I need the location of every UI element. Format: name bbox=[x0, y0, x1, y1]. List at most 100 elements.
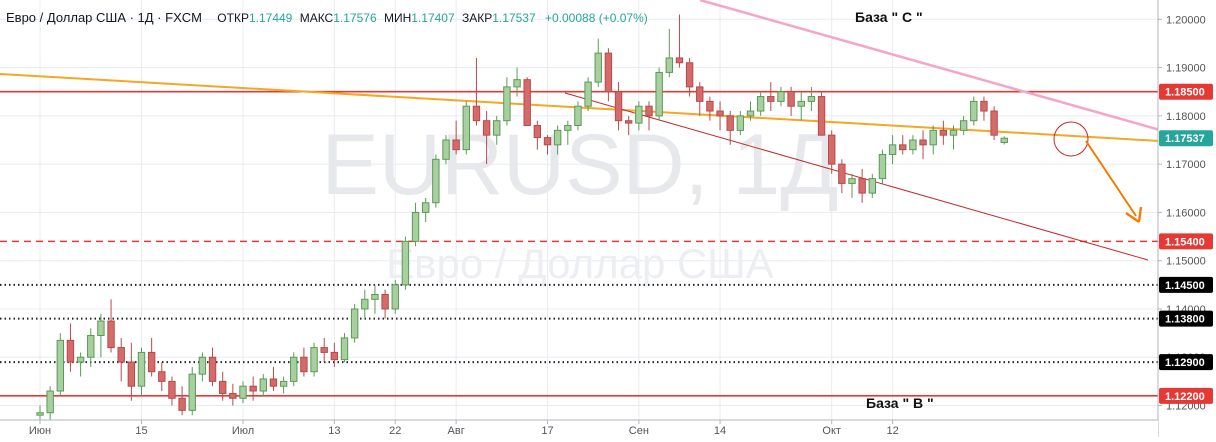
base-c-label[interactable]: База " С " bbox=[855, 9, 923, 25]
candle-23[interactable] bbox=[269, 366, 278, 392]
candle-85[interactable] bbox=[899, 135, 907, 155]
candle-83[interactable] bbox=[878, 149, 887, 184]
candle-52[interactable] bbox=[564, 120, 572, 145]
time-axis[interactable]: Июн 15 Июл 13 22 Авг 17 Сен 14 Окт 12 bbox=[0, 419, 1158, 437]
candle-77[interactable] bbox=[817, 91, 826, 136]
candle-82[interactable] bbox=[868, 173, 876, 198]
candle-1[interactable] bbox=[46, 386, 54, 420]
candle-49[interactable] bbox=[533, 120, 542, 150]
candle-78[interactable] bbox=[828, 130, 836, 174]
candle-38[interactable] bbox=[422, 197, 430, 223]
candle-7[interactable] bbox=[107, 299, 115, 353]
candle-71[interactable] bbox=[756, 91, 765, 116]
pink-trend-line[interactable] bbox=[699, 0, 1161, 132]
price-axis[interactable]: 1.20000 1.19000 1.18000 1.17000 1.16000 1.150… bbox=[1157, 0, 1216, 437]
candle-2[interactable] bbox=[56, 333, 64, 396]
candle-59[interactable] bbox=[635, 101, 643, 131]
candle-41[interactable] bbox=[452, 120, 460, 155]
candle-87[interactable] bbox=[919, 130, 927, 160]
candle-90[interactable] bbox=[949, 125, 958, 150]
candle-9[interactable] bbox=[127, 342, 136, 401]
candle-51[interactable] bbox=[553, 125, 562, 155]
candle-69[interactable] bbox=[736, 111, 745, 136]
candle-34[interactable] bbox=[381, 289, 389, 319]
candle-19[interactable] bbox=[229, 383, 237, 406]
candle-18[interactable] bbox=[219, 371, 227, 401]
candle-56[interactable] bbox=[604, 48, 613, 102]
candle-14[interactable] bbox=[178, 386, 186, 416]
candle-93[interactable] bbox=[980, 96, 988, 121]
candle-21[interactable] bbox=[249, 376, 257, 401]
candle-35[interactable] bbox=[391, 280, 399, 314]
candle-20[interactable] bbox=[239, 381, 247, 404]
candle-89[interactable] bbox=[939, 120, 948, 145]
candle-94[interactable] bbox=[990, 106, 998, 140]
candle-86[interactable] bbox=[909, 135, 917, 155]
candle-28[interactable] bbox=[320, 337, 328, 363]
candle-48[interactable] bbox=[523, 77, 531, 127]
candle-24[interactable] bbox=[279, 376, 288, 394]
candle-37[interactable] bbox=[411, 202, 420, 247]
candle-10[interactable] bbox=[137, 347, 146, 396]
base-b-label[interactable]: База " В " bbox=[866, 395, 934, 411]
candle-4[interactable] bbox=[76, 352, 85, 377]
candle-22[interactable] bbox=[259, 374, 268, 396]
candle-74[interactable] bbox=[787, 86, 795, 116]
candle-73[interactable] bbox=[777, 86, 785, 107]
candle-29[interactable] bbox=[330, 342, 339, 367]
candle-17[interactable] bbox=[208, 347, 217, 387]
candle-46[interactable] bbox=[503, 77, 511, 126]
candle-55[interactable] bbox=[594, 38, 602, 87]
candle-50[interactable] bbox=[543, 135, 552, 155]
candle-53[interactable] bbox=[574, 101, 582, 131]
candle-92[interactable] bbox=[970, 96, 978, 126]
candle-88[interactable] bbox=[929, 125, 937, 155]
candle-16[interactable] bbox=[198, 352, 207, 382]
candle-13[interactable] bbox=[168, 376, 176, 406]
candle-61[interactable] bbox=[655, 67, 663, 121]
candle-84[interactable] bbox=[888, 135, 897, 165]
highlight-circle[interactable] bbox=[1053, 121, 1089, 157]
candle-36[interactable] bbox=[401, 236, 410, 290]
candle-95[interactable] bbox=[1000, 136, 1008, 145]
candle-42[interactable] bbox=[462, 101, 471, 155]
candle-68[interactable] bbox=[726, 111, 734, 145]
candle-91[interactable] bbox=[959, 115, 968, 136]
forecast-arrow-shaft[interactable] bbox=[1085, 140, 1137, 217]
candle-33[interactable] bbox=[371, 284, 379, 314]
candle-47[interactable] bbox=[513, 67, 521, 97]
candle-70[interactable] bbox=[746, 101, 755, 121]
candle-60[interactable] bbox=[645, 101, 653, 131]
candle-31[interactable] bbox=[350, 304, 359, 343]
candle-25[interactable] bbox=[290, 352, 298, 387]
candle-72[interactable] bbox=[767, 82, 775, 112]
candle-67[interactable] bbox=[716, 101, 724, 131]
candle-57[interactable] bbox=[614, 82, 623, 131]
symbol-title[interactable]: Евро / Доллар США · 1Д · FXCM bbox=[6, 10, 202, 25]
candle-30[interactable] bbox=[340, 333, 349, 363]
candle-6[interactable] bbox=[97, 313, 105, 358]
candle-65[interactable] bbox=[696, 82, 704, 116]
candle-43[interactable] bbox=[472, 57, 481, 126]
candle-81[interactable] bbox=[858, 168, 866, 203]
candle-66[interactable] bbox=[706, 96, 714, 121]
candle-3[interactable] bbox=[66, 323, 75, 372]
candle-32[interactable] bbox=[361, 289, 369, 319]
candle-64[interactable] bbox=[685, 57, 694, 97]
candle-8[interactable] bbox=[117, 337, 125, 382]
candle-76[interactable] bbox=[807, 86, 816, 112]
dark-red-trend-line[interactable] bbox=[564, 92, 1149, 261]
candle-27[interactable] bbox=[310, 342, 318, 377]
candle-12[interactable] bbox=[158, 362, 166, 392]
candle-79[interactable] bbox=[838, 159, 846, 194]
candle-63[interactable] bbox=[675, 14, 684, 68]
candle-44[interactable] bbox=[482, 111, 491, 165]
candle-45[interactable] bbox=[493, 115, 501, 145]
candle-40[interactable] bbox=[442, 135, 450, 165]
candle-54[interactable] bbox=[584, 77, 592, 112]
candle-11[interactable] bbox=[147, 337, 156, 377]
candle-75[interactable] bbox=[797, 91, 805, 121]
candle-62[interactable] bbox=[665, 28, 673, 78]
